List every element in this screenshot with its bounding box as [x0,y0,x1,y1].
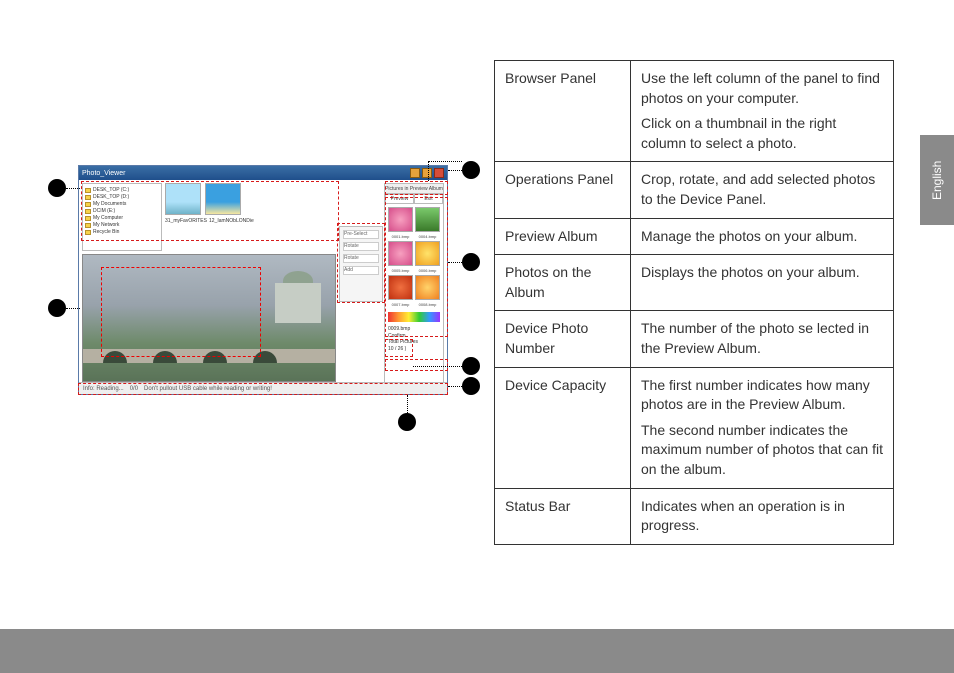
panel-name-cell: Device Capacity [495,367,631,488]
panel-desc-cell: The number of the photo se lected in the… [631,311,894,367]
leader-line [66,188,80,189]
callout-dot [398,413,416,431]
table-body: Browser Panel Use the left column of the … [495,61,894,545]
desc-paragraph: The number of the photo se lected in the… [641,319,883,358]
panel-desc-cell: Crop, rotate, and add selected photos to… [631,162,894,218]
description-table: Browser Panel Use the left column of the … [494,60,894,545]
table-row: Browser Panel Use the left column of the … [495,61,894,162]
callout-dot [462,253,480,271]
leader-line [448,386,462,387]
table-row: Operations Panel Crop, rotate, and add se… [495,162,894,218]
leader-line [413,366,462,367]
panel-name-cell: Status Bar [495,488,631,544]
panel-name-cell: Operations Panel [495,162,631,218]
table-row: Photos on the Album Displays the photos o… [495,255,894,311]
callout-device-photo-number [385,339,413,357]
window-title: Photo_Viewer [82,170,125,177]
crop-preview [82,254,336,382]
desc-paragraph: The second number indicates the maximum … [641,421,883,480]
language-tab: English [920,135,954,225]
desc-paragraph: Use the left column of the panel to find… [641,69,883,108]
table-row: Device Photo Number The number of the pho… [495,311,894,367]
leader-line [66,308,80,309]
desc-paragraph: Indicates when an operation is in progre… [641,497,883,536]
panel-name-cell: Photos on the Album [495,255,631,311]
callout-browser-panel [81,181,339,241]
callout-dot [48,299,66,317]
leader-line [428,161,429,181]
minimize-icon [410,168,420,178]
table-row: Preview Album Manage the photos on your a… [495,218,894,255]
building-shape [275,283,321,323]
callout-dot [48,179,66,197]
window-controls [410,168,444,178]
callout-photos-on-album [385,197,448,337]
callout-operations-panel [337,223,385,303]
desc-paragraph: Manage the photos on your album. [641,227,883,247]
callout-status-bar [78,383,448,395]
callout-device-capacity [385,359,448,371]
screenshot-figure: Photo_Viewer DESK_TOP (C:) DESK_TOP (D:)… [48,165,460,425]
table-row: Device Capacity The first number indicate… [495,367,894,488]
leader-line [448,262,462,263]
footer-bar [0,629,954,673]
page: English Photo_Viewer DESK_TOP (C:) DESK_… [0,0,954,673]
desc-paragraph: Displays the photos on your album. [641,263,883,283]
leader-line [407,395,408,413]
maximize-icon [422,168,432,178]
desc-paragraph: Crop, rotate, and add selected photos to… [641,170,883,209]
leader-line [448,170,462,171]
crop-rectangle [101,267,261,357]
callout-preview-album [385,181,448,195]
callout-dot [462,377,480,395]
callout-dot [462,357,480,375]
panel-desc-cell: Displays the photos on your album. [631,255,894,311]
panel-name-cell: Browser Panel [495,61,631,162]
desc-paragraph: The first number indicates how many phot… [641,376,883,415]
leader-line [428,161,462,162]
title-bar: Photo_Viewer [79,166,447,180]
callout-dot [462,161,480,179]
desc-paragraph: Click on a thumbnail in the right column… [641,114,883,153]
panel-desc-cell: Indicates when an operation is in progre… [631,488,894,544]
panel-desc-cell: Manage the photos on your album. [631,218,894,255]
panel-desc-cell: Use the left column of the panel to find… [631,61,894,162]
panel-desc-cell: The first number indicates how many phot… [631,367,894,488]
panel-name-cell: Device Photo Number [495,311,631,367]
panel-name-cell: Preview Album [495,218,631,255]
table-row: Status Bar Indicates when an operation is… [495,488,894,544]
close-icon [434,168,444,178]
